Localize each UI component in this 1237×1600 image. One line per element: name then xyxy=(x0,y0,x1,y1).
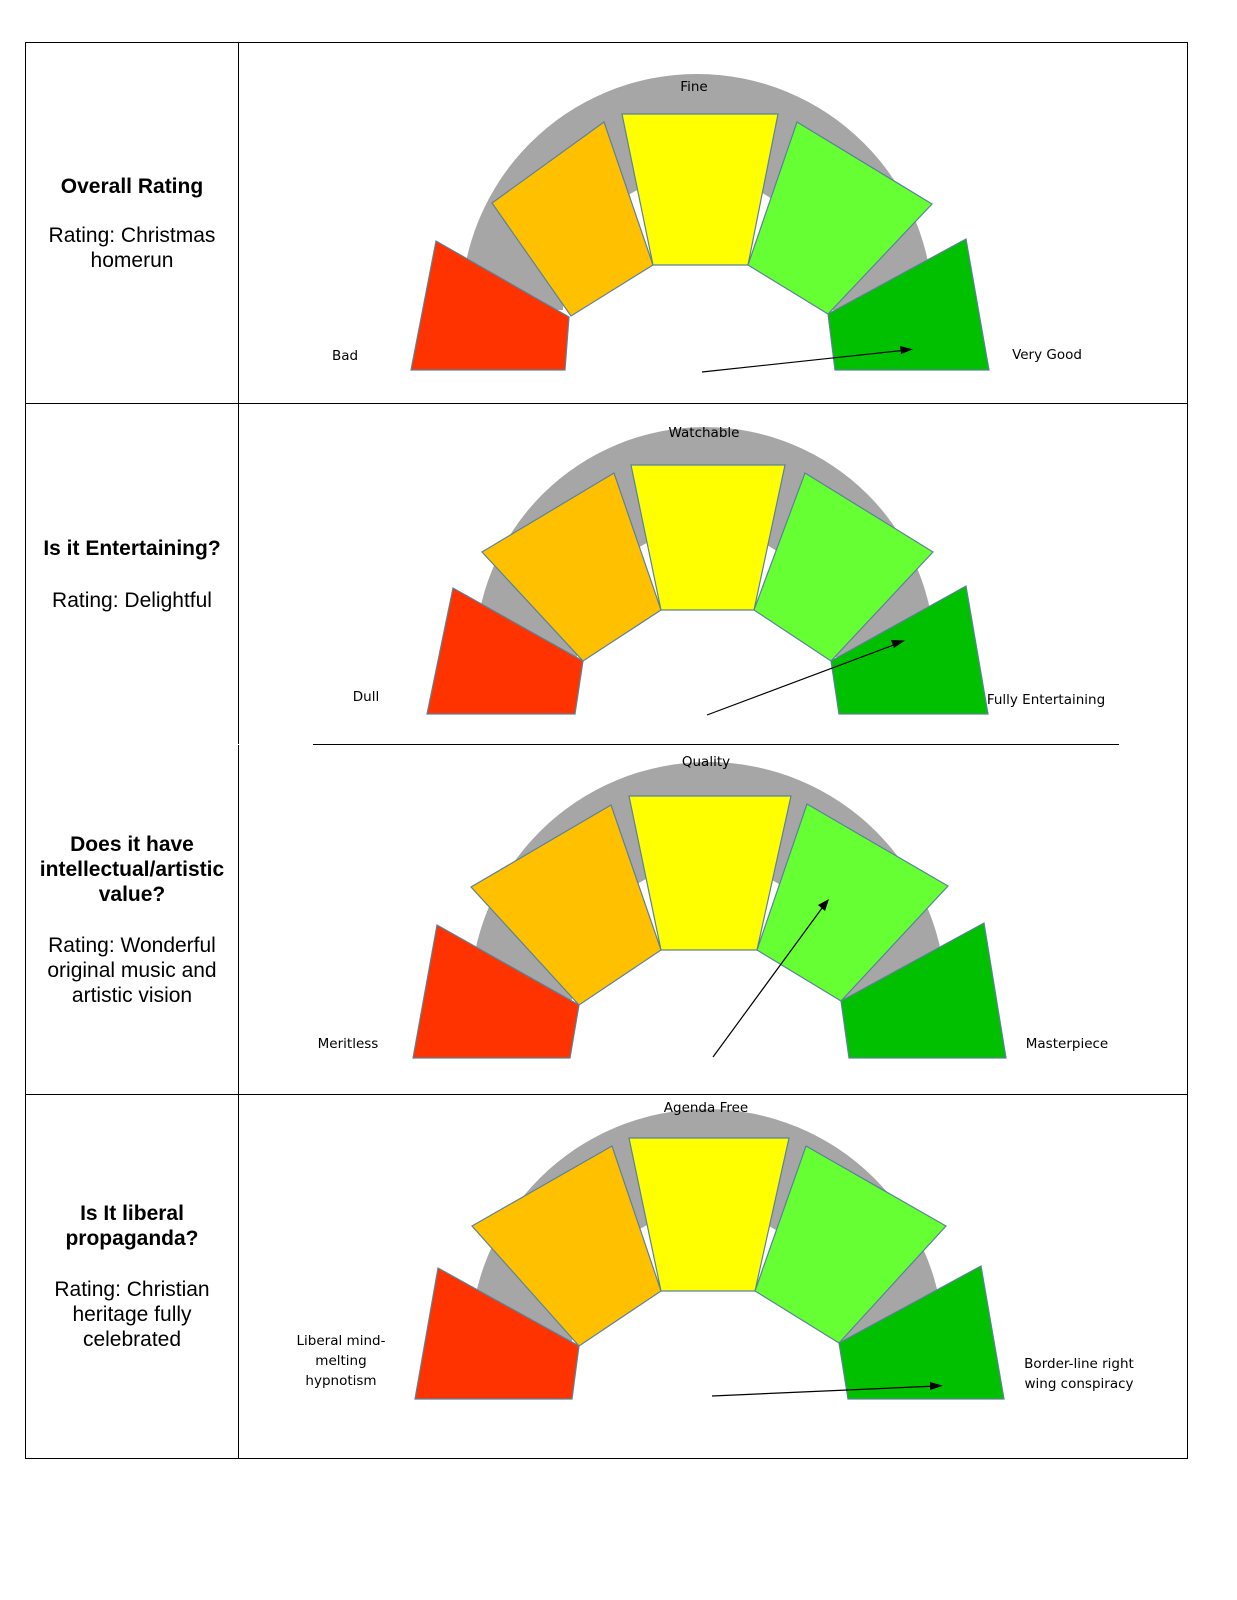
rating-text: Rating: Christian heritage fully celebra… xyxy=(54,1278,210,1351)
gauge-pointer-line xyxy=(701,349,908,373)
gauge-artistic-value: Quality Meritless Masterpiece xyxy=(239,745,1187,1094)
gauge-svg: Fine Bad Very Good xyxy=(332,74,1082,373)
gauge-high-label: Fully Entertaining xyxy=(987,692,1105,708)
gauge-segment-1 xyxy=(426,587,584,715)
gauge-overall: Fine Bad Very Good xyxy=(239,43,1187,403)
rating-row-propaganda: Is It liberal propaganda? Rating: Christ… xyxy=(26,1095,1187,1458)
gauge-mid-label: Agenda Free xyxy=(664,1100,748,1116)
rating-question-cell: Overall Rating Rating: Christmas homerun xyxy=(26,43,239,403)
question-title: Is it Entertaining? xyxy=(43,536,221,560)
gauge-entertaining: Watchable Dull Fully Entertaining xyxy=(239,404,1187,744)
gauge-low-label: Bad xyxy=(332,348,358,364)
gauge-low-label: Liberal mind-melting hypnotism xyxy=(296,1333,386,1389)
gauge-low-label: Meritless xyxy=(318,1036,379,1052)
gauge-mid-label: Watchable xyxy=(669,425,740,441)
gauge-svg: Quality Meritless Masterpiece xyxy=(318,754,1108,1059)
rating-row-artistic-value: Does it have intellectual/artistic value… xyxy=(26,745,1187,1094)
question-title: Is It liberal propaganda? xyxy=(65,1202,199,1250)
gauge-high-label: Very Good xyxy=(1012,347,1082,363)
gauge-pointer-line xyxy=(712,903,826,1058)
gauge-segment-5 xyxy=(838,1265,1005,1400)
rating-text: Rating: Delightful xyxy=(52,588,212,612)
gauge-high-label: Masterpiece xyxy=(1026,1036,1108,1052)
gauge-high-label: Border-line right wing conspiracy xyxy=(1024,1356,1134,1392)
rating-question-cell: Is It liberal propaganda? Rating: Christ… xyxy=(26,1095,239,1458)
gauge-segment-5 xyxy=(840,922,1007,1059)
gauge-pointer-arrowhead xyxy=(900,346,913,354)
gauge-high-label-box: Border-line right wing conspiracy xyxy=(1024,1356,1134,1392)
rating-text: Rating: Christmas homerun xyxy=(48,223,216,272)
rating-row-overall: Overall Rating Rating: Christmas homerun… xyxy=(26,43,1187,403)
rating-question-cell: Is it Entertaining? Rating: Delightful xyxy=(26,404,239,744)
gauge-mid-label: Quality xyxy=(682,754,730,770)
question-title: Overall Rating xyxy=(60,174,204,198)
gauge-low-label-box: Liberal mind-melting hypnotism xyxy=(296,1333,386,1389)
gauge-segment-1 xyxy=(414,1267,580,1400)
gauge-pointer-arrowhead xyxy=(818,899,829,911)
rating-text: Rating: Wonderful original music and art… xyxy=(47,933,217,1007)
gauge-svg: Agenda Free Liberal mind-melting hypnoti… xyxy=(296,1100,1134,1400)
row-divider xyxy=(26,1094,1187,1095)
gauge-segment-1 xyxy=(410,240,570,371)
question-title: Does it have intellectual/artistic value… xyxy=(39,832,225,906)
gauge-pointer-line xyxy=(711,1385,938,1397)
gauge-pointer-arrowhead xyxy=(891,640,905,648)
gauge-svg: Watchable Dull Fully Entertaining xyxy=(353,425,1105,716)
rating-table: Overall Rating Rating: Christmas homerun… xyxy=(25,42,1188,1459)
gauge-segment-1 xyxy=(412,924,580,1059)
gauge-segment-5 xyxy=(827,238,990,371)
gauge-propaganda: Agenda Free Liberal mind-melting hypnoti… xyxy=(239,1095,1187,1458)
gauge-mid-label: Fine xyxy=(680,79,707,95)
row-divider xyxy=(26,403,1187,404)
gauge-pointer-arrowhead xyxy=(930,1382,943,1390)
rating-row-entertaining: Is it Entertaining? Rating: Delightful W… xyxy=(26,404,1187,744)
gauge-low-label: Dull xyxy=(353,689,379,705)
gauge-segment-5 xyxy=(830,585,989,715)
rating-question-cell: Does it have intellectual/artistic value… xyxy=(26,745,239,1094)
gauge-pointer-line xyxy=(706,642,900,716)
row-divider xyxy=(313,744,1119,745)
